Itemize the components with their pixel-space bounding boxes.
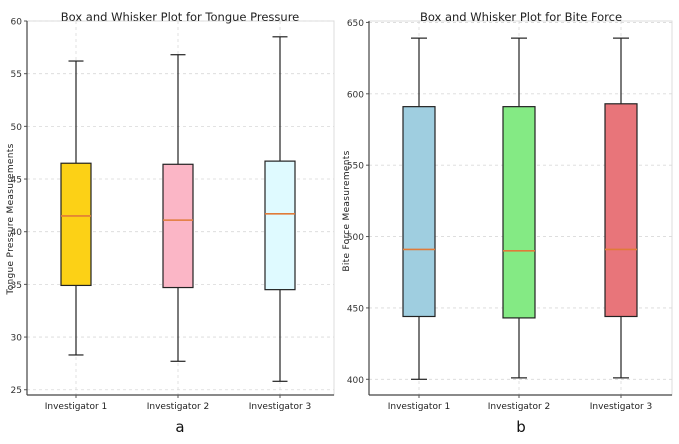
y-tick-label: 45 [11,176,22,186]
y-tick-label: 550 [347,162,364,172]
x-tick-label: Investigator 2 [488,402,551,412]
chart-title: Box and Whisker Plot for Tongue Pressure [61,10,300,24]
x-tick-label: Investigator 3 [590,402,653,412]
box-1 [402,106,436,318]
y-axis-label: Tongue Pressure Measurements [6,143,16,295]
y-axis-label: Bite Force Measurements [342,150,352,271]
box-3 [604,103,638,318]
x-tick-label: Investigator 2 [147,402,210,412]
x-tick-label: Investigator 1 [388,402,451,412]
y-tick-label: 25 [11,386,22,396]
y-tick-label: 60 [11,18,23,28]
panel-label: a [175,418,184,436]
y-tick-label: 40 [11,228,23,238]
panel-b: Box and Whisker Plot for Bite Force Bite… [342,10,673,436]
box-2 [502,106,536,319]
y-tick-label: 450 [347,304,364,314]
y-tick-label: 500 [347,233,364,243]
y-tick-label: 30 [11,334,23,344]
chart-title: Box and Whisker Plot for Bite Force [420,10,622,24]
y-tick-label: 55 [11,70,22,80]
y-tick-label: 50 [11,123,23,133]
box-1 [60,162,92,287]
y-tick-label: 650 [347,19,364,29]
y-tick-label: 35 [11,281,22,291]
x-tick-label: Investigator 1 [45,402,108,412]
x-tick-label: Investigator 3 [249,402,312,412]
y-tick-label: 400 [347,376,364,386]
panel-label: b [516,418,526,436]
box-2 [162,163,194,289]
panel-a: Box and Whisker Plot for Tongue Pressure… [6,10,335,436]
box-3 [264,160,296,291]
y-tick-label: 600 [347,90,364,100]
